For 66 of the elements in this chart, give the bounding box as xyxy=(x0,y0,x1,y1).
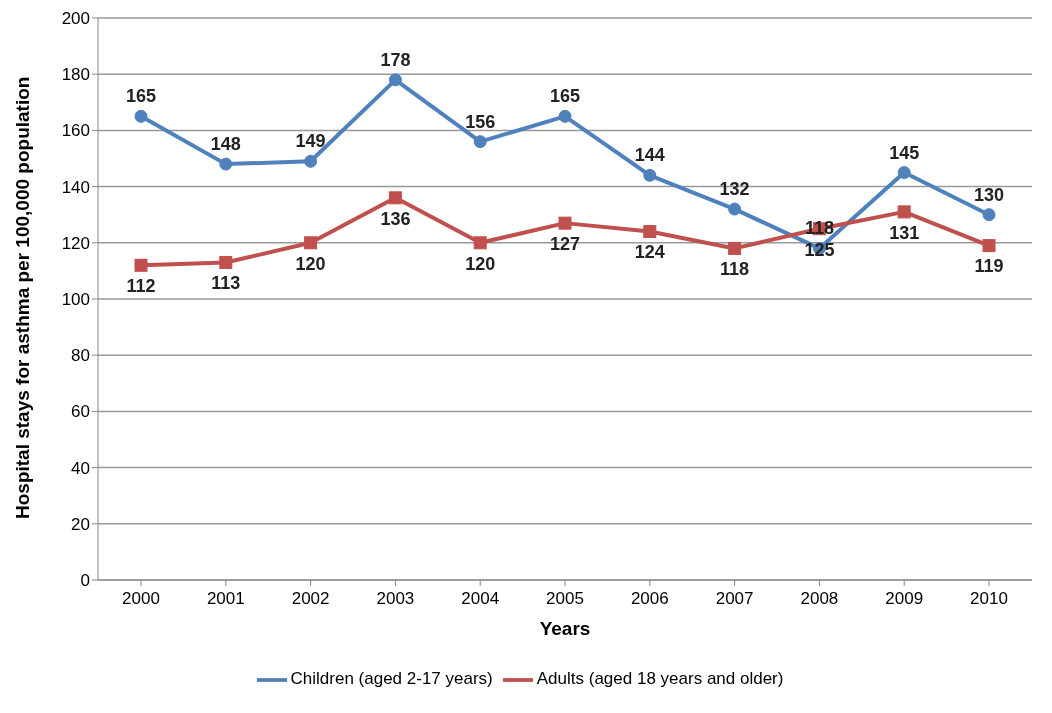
y-tick-label: 40 xyxy=(71,458,90,478)
data-label: 119 xyxy=(974,256,1004,277)
point xyxy=(558,109,572,123)
point xyxy=(728,202,742,216)
y-tick-label: 140 xyxy=(61,177,90,197)
data-label: 120 xyxy=(465,253,496,274)
y-tick-label: 20 xyxy=(71,514,90,534)
point xyxy=(728,241,742,255)
data-label: 148 xyxy=(210,134,241,155)
point xyxy=(388,191,402,205)
x-tick-label: 2007 xyxy=(715,589,754,609)
x-tick-label: 2002 xyxy=(291,589,330,609)
data-label: 165 xyxy=(549,86,581,107)
y-tick-label: 160 xyxy=(61,121,90,141)
data-label: 136 xyxy=(380,208,411,229)
x-tick-label: 2009 xyxy=(885,589,924,609)
point xyxy=(134,109,148,123)
point xyxy=(643,225,657,239)
data-label: 149 xyxy=(295,131,326,152)
x-tick-label: 2004 xyxy=(461,589,500,609)
data-label: 145 xyxy=(889,142,920,163)
point xyxy=(473,135,487,149)
data-label: 130 xyxy=(973,184,1005,205)
y-tick-label: 180 xyxy=(61,65,90,85)
data-label: 124 xyxy=(634,242,665,263)
point xyxy=(558,216,572,230)
x-tick-label: 2005 xyxy=(546,589,584,609)
point xyxy=(897,205,911,219)
data-label: 156 xyxy=(465,111,496,132)
data-label: 118 xyxy=(720,259,750,280)
legend-label: Children (aged 2-17 years) xyxy=(290,669,493,689)
data-label: 113 xyxy=(211,273,241,294)
data-label: 132 xyxy=(719,179,750,200)
data-label: 144 xyxy=(634,145,665,166)
point xyxy=(982,239,996,253)
point xyxy=(219,157,233,171)
x-tick-label: 2006 xyxy=(630,589,669,609)
data-label: 112 xyxy=(126,276,156,297)
x-axis-title: Years xyxy=(539,618,591,639)
y-axis-title: Hospital stays for asthma per 100,000 population xyxy=(11,76,33,519)
y-tick-label: 60 xyxy=(71,402,90,422)
y-tick-label: 0 xyxy=(80,571,90,591)
data-label: 120 xyxy=(295,253,326,274)
data-label: 127 xyxy=(549,233,581,254)
point xyxy=(304,154,318,168)
x-tick-label: 2001 xyxy=(206,589,245,609)
data-label: 165 xyxy=(125,86,157,107)
data-label: 178 xyxy=(380,49,411,70)
x-tick-label: 2008 xyxy=(800,589,839,609)
point xyxy=(304,236,318,250)
point xyxy=(643,168,657,182)
x-tick-label: 2010 xyxy=(970,589,1008,609)
point xyxy=(897,166,911,180)
y-tick-label: 120 xyxy=(61,233,90,253)
y-tick-label: 80 xyxy=(71,346,90,366)
point xyxy=(388,73,402,87)
point xyxy=(134,258,148,272)
y-tick-label: 100 xyxy=(61,290,90,310)
point xyxy=(982,208,996,222)
x-tick-label: 2000 xyxy=(122,589,160,609)
x-tick-label: 2003 xyxy=(376,589,415,609)
point xyxy=(473,236,487,250)
y-tick-label: 200 xyxy=(61,9,90,29)
legend-label: Adults (aged 18 years and older) xyxy=(536,669,784,689)
data-label: 131 xyxy=(889,222,920,243)
point xyxy=(219,255,233,269)
